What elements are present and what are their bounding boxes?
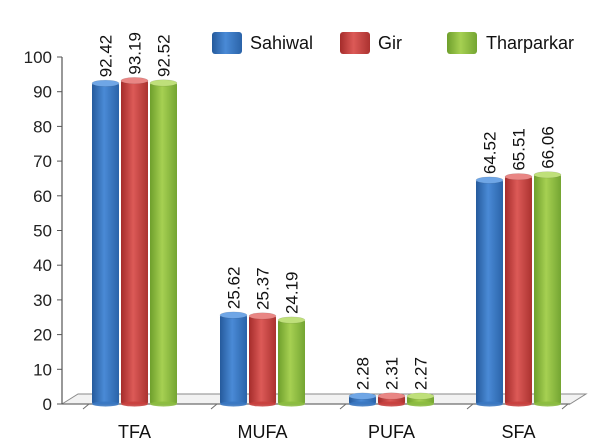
legend-swatch	[447, 32, 477, 54]
y-tick-label: 40	[33, 256, 52, 275]
data-label: 92.52	[155, 34, 174, 77]
y-tick-label: 80	[33, 117, 52, 136]
bar-pufa-sahiwal	[348, 392, 377, 407]
legend-swatch	[212, 32, 242, 54]
y-tick-label: 20	[33, 326, 52, 345]
legend-item-tharparkar: Tharparkar	[447, 32, 574, 54]
legend-label: Tharparkar	[486, 33, 574, 53]
category-label: TFA	[118, 422, 151, 442]
bar-mufa-sahiwal	[219, 311, 248, 407]
x-tick-mark	[82, 403, 90, 410]
y-tick-label: 50	[33, 222, 52, 241]
data-label: 25.62	[225, 267, 244, 310]
legend-item-sahiwal: Sahiwal	[212, 32, 313, 54]
category-labels: TFA MUFA PUFA SFA	[118, 422, 536, 442]
data-label: 64.52	[481, 132, 500, 175]
y-tick-label: 100	[24, 48, 52, 67]
bar-pufa-tharparkar	[406, 392, 435, 407]
bar-sfa-tharparkar	[533, 171, 562, 407]
data-label: 93.19	[126, 32, 145, 75]
bars	[91, 77, 562, 407]
category-label: PUFA	[368, 422, 415, 442]
data-label: 24.19	[283, 272, 302, 315]
y-tick-label: 10	[33, 360, 52, 379]
bar-tfa-gir	[120, 77, 149, 407]
data-label: 2.28	[354, 357, 373, 390]
data-labels: 92.42 93.19 92.52 25.62 25.37 24.19 2.28 2.31 2.…	[97, 32, 558, 390]
data-label: 92.42	[97, 35, 116, 78]
bar-sfa-gir	[504, 173, 533, 407]
data-label: 2.27	[412, 357, 431, 390]
x-tick-mark	[561, 403, 569, 410]
legend-swatch	[340, 32, 370, 54]
data-label: 65.51	[510, 128, 529, 171]
y-tick-label: 30	[33, 291, 52, 310]
bar-sfa-sahiwal	[475, 176, 504, 407]
category-label: SFA	[501, 422, 535, 442]
x-tick-mark	[210, 403, 218, 410]
legend-label: Gir	[378, 33, 402, 53]
data-label: 66.06	[539, 126, 558, 169]
legend-item-gir: Gir	[340, 32, 402, 54]
x-tick-mark	[466, 403, 474, 410]
y-tick-label: 90	[33, 83, 52, 102]
y-tick-label: 60	[33, 187, 52, 206]
bar-mufa-gir	[248, 312, 277, 407]
category-label: MUFA	[237, 422, 287, 442]
y-tick-label: 0	[43, 395, 52, 414]
legend-label: Sahiwal	[250, 33, 313, 53]
data-label: 25.37	[254, 267, 273, 310]
bar-tfa-tharparkar	[149, 79, 178, 407]
y-tick-label: 70	[33, 152, 52, 171]
bar-tfa-sahiwal	[91, 79, 120, 407]
bar-pufa-gir	[377, 392, 406, 407]
bar-mufa-tharparkar	[277, 316, 306, 407]
axes: 0 10 20 30 40 50 60 70 80 90 100	[24, 48, 588, 414]
data-label: 2.31	[383, 357, 402, 390]
legend: Sahiwal Gir Tharparkar	[212, 32, 574, 54]
x-tick-mark	[339, 403, 347, 410]
